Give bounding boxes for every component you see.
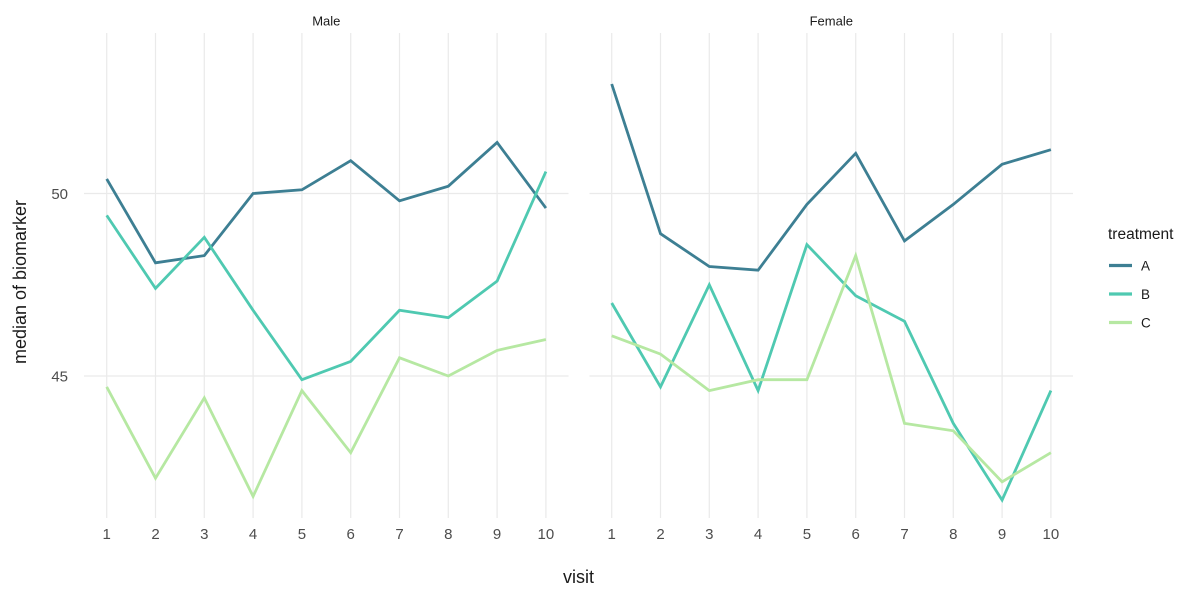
x-tick-label-female-3: 3 [705,526,713,543]
x-tick-label-male-8: 8 [444,526,452,543]
legend-label-A: A [1141,258,1150,273]
facet-strip-female: Female [810,14,853,29]
y-tick-label-45: 45 [51,369,68,386]
y-tick-label-50: 50 [51,186,68,203]
facet-strip-labels: Male Female [312,14,853,29]
x-tick-label-female-7: 7 [900,526,908,543]
x-tick-label-female-4: 4 [754,526,762,543]
x-tick-label-male-7: 7 [395,526,403,543]
line-C-female [611,251,1052,484]
y-tick-labels: 45 50 [51,186,68,386]
line-A-female [610,83,1052,272]
y-axis-title: median of biomarker [10,200,30,364]
x-tick-label-female-9: 9 [998,526,1006,543]
x-tick-labels: 1 2 3 4 5 6 7 8 9 10 1 2 3 4 5 6 7 8 9 10 [103,526,1060,543]
x-axis-title: visit [563,567,594,587]
x-tick-label-male-5: 5 [298,526,306,543]
line-C-male [105,338,547,500]
facet-strip-male: Male [312,14,340,29]
legend-label-B: B [1141,287,1150,302]
x-tick-label-female-2: 2 [656,526,664,543]
x-tick-label-male-1: 1 [103,526,111,543]
legend-title: treatment [1108,226,1174,243]
x-tick-label-female-10: 10 [1043,526,1060,543]
x-tick-label-male-9: 9 [493,526,501,543]
x-tick-label-female-5: 5 [803,526,811,543]
x-tick-label-male-3: 3 [200,526,208,543]
data-lines [105,83,1053,504]
x-tick-label-female-6: 6 [852,526,860,543]
legend: ABC [1109,258,1151,330]
x-tick-label-female-8: 8 [949,526,957,543]
line-B-male [105,171,548,382]
line-A-male [105,140,548,265]
x-tick-label-male-4: 4 [249,526,257,543]
gridlines [84,33,1073,518]
x-tick-label-female-1: 1 [608,526,616,543]
line-B-female [610,241,1053,504]
x-tick-label-male-2: 2 [151,526,159,543]
legend-label-C: C [1141,315,1151,330]
x-tick-label-male-10: 10 [538,526,555,543]
x-tick-label-male-6: 6 [347,526,355,543]
